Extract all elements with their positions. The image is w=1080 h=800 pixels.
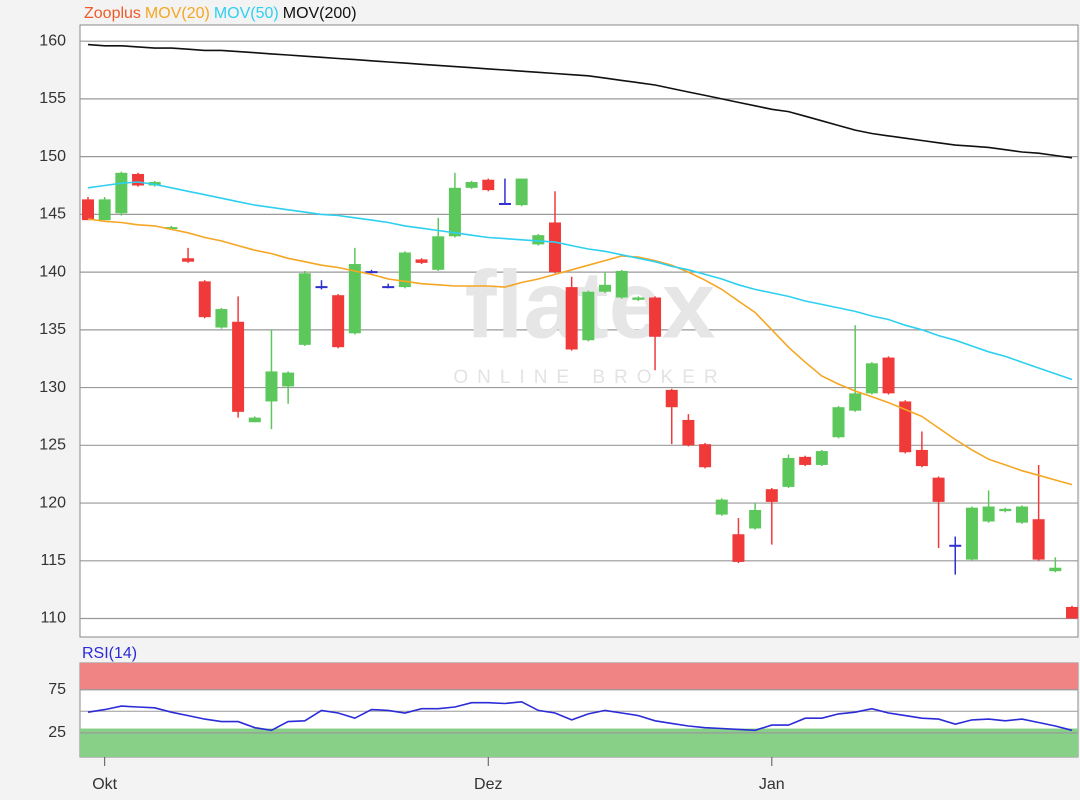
y-tick-label: 25 xyxy=(48,724,66,741)
candle-body xyxy=(849,393,862,411)
y-tick-label: 120 xyxy=(39,494,66,511)
candle-body xyxy=(215,309,228,328)
candle-body xyxy=(448,187,461,237)
candle-body xyxy=(515,178,528,206)
candle-body xyxy=(348,264,361,334)
x-tick-label: Jan xyxy=(759,776,785,793)
watermark-subtitle: ONLINE BROKER xyxy=(453,367,726,388)
legend-entry: Zooplus xyxy=(84,5,141,22)
candle-body xyxy=(965,507,978,560)
y-tick-label: 155 xyxy=(39,90,66,107)
candle-body xyxy=(949,544,962,547)
candle-body xyxy=(632,297,645,300)
y-tick-label: 160 xyxy=(39,32,66,49)
y-tick-label: 75 xyxy=(48,681,66,698)
candle-body xyxy=(498,202,511,205)
candle-body xyxy=(615,270,628,298)
candle-body xyxy=(732,534,745,562)
candle-body xyxy=(82,199,94,221)
candle-body xyxy=(649,297,662,337)
candle-body xyxy=(182,258,195,262)
candle-body xyxy=(882,357,895,394)
candle-body xyxy=(282,372,295,387)
line xyxy=(87,218,1073,486)
candle-body xyxy=(98,199,111,221)
candle-body xyxy=(599,284,612,292)
candle-body xyxy=(398,252,411,288)
line xyxy=(87,43,1073,159)
line xyxy=(87,181,1073,381)
candle-body xyxy=(482,179,495,191)
grid: 110 115 120 125 130 135 140 145 150 155 160 25 75 Okt… xyxy=(39,32,1078,793)
candle-body xyxy=(782,458,795,487)
candle-body xyxy=(465,182,478,188)
marks xyxy=(82,43,1078,732)
candle-body xyxy=(682,419,695,446)
y-tick-label: 145 xyxy=(39,206,66,223)
y-tick-label: 125 xyxy=(39,437,66,454)
candle-body xyxy=(565,287,578,350)
y-tick-label: 135 xyxy=(39,321,66,338)
candle-body xyxy=(432,236,445,270)
candle-body xyxy=(799,456,812,465)
candle-body xyxy=(1066,606,1078,619)
candle-body xyxy=(265,371,278,402)
candle-body xyxy=(915,449,928,467)
line xyxy=(87,700,1073,732)
legend-entry: MOV(20) xyxy=(145,5,210,22)
candle-body xyxy=(999,508,1012,512)
y-tick-label: 130 xyxy=(39,379,66,396)
candle-body xyxy=(1049,567,1062,572)
candle-body xyxy=(765,489,778,502)
candle-body xyxy=(699,444,712,468)
candle-body xyxy=(248,417,261,423)
legend-entry: RSI(14) xyxy=(82,645,137,662)
candle-body xyxy=(382,286,395,289)
candle-body xyxy=(749,509,762,529)
candle-body xyxy=(1015,506,1028,523)
overbought-band xyxy=(80,663,1078,690)
candle-body xyxy=(198,281,211,318)
candle-body xyxy=(315,286,328,289)
y-tick-label: 115 xyxy=(40,552,66,569)
y-tick-label: 150 xyxy=(39,148,66,165)
x-tick-label: Okt xyxy=(92,776,117,793)
candle-body xyxy=(715,499,728,515)
candle-body xyxy=(132,173,145,186)
legend-entry: MOV(50) xyxy=(214,5,279,22)
candle-body xyxy=(365,271,378,274)
candle-body xyxy=(815,451,828,465)
main-panel xyxy=(79,24,1079,638)
candle-body xyxy=(865,363,878,394)
candle-body xyxy=(1032,519,1045,560)
legend-entry: MOV(200) xyxy=(283,5,357,22)
candle-body xyxy=(232,321,245,412)
candle-body xyxy=(115,172,128,214)
candle-body xyxy=(298,273,311,345)
candle-body xyxy=(932,477,945,502)
candle-body xyxy=(982,506,995,522)
x-tick-label: Dez xyxy=(474,776,502,793)
candle-body xyxy=(665,389,678,408)
y-tick-label: 140 xyxy=(39,263,66,280)
candle-body xyxy=(332,295,345,348)
legend: Zooplus MOV(20) MOV(50) MOV(200) xyxy=(84,5,357,22)
candle-body xyxy=(165,227,178,230)
candle-body xyxy=(548,222,561,273)
candle-body xyxy=(415,259,428,263)
y-tick-label: 110 xyxy=(40,610,66,627)
candle-body xyxy=(832,407,845,438)
candle-body xyxy=(582,291,595,341)
candle-body xyxy=(532,235,545,245)
candle-body xyxy=(899,401,912,453)
rsi-legend: RSI(14) xyxy=(82,645,137,662)
